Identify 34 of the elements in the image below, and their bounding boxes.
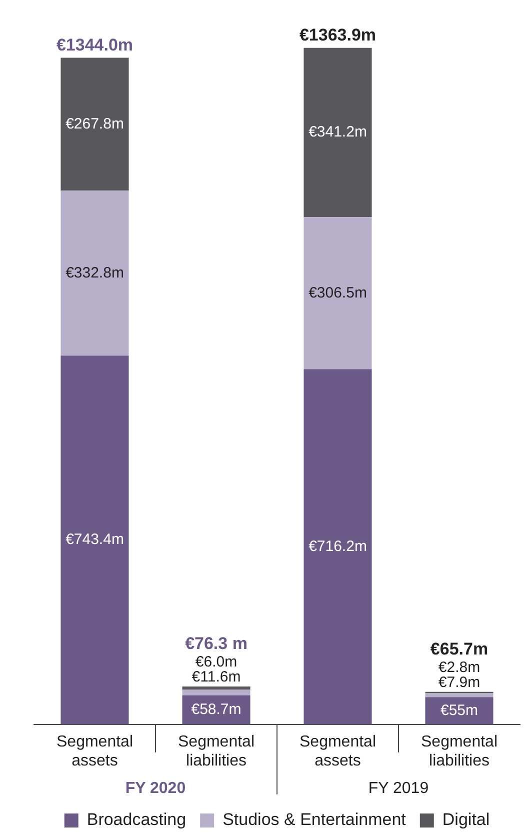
bar: [425, 693, 494, 698]
bar: [60, 190, 129, 356]
bar: [60, 356, 129, 724]
data-label: €6.0m: [195, 654, 238, 671]
legend-label: Studios & Entertainment: [222, 810, 406, 830]
text: FY 2019: [368, 780, 429, 797]
data-label: €7.9m: [438, 674, 480, 691]
data-label: €332.8m: [66, 264, 124, 282]
total-label: €65.7m: [430, 640, 488, 658]
data-label: €2.8m: [438, 658, 480, 676]
text: FY 2020: [125, 780, 186, 797]
bar: [304, 369, 372, 724]
data-label: €341.2m: [308, 124, 367, 141]
x-tick-label: Segmental liabilities: [421, 733, 498, 770]
data-label: €743.4m: [66, 531, 124, 548]
legend-label: Digital: [442, 810, 490, 830]
data-label: €716.2m: [308, 538, 367, 555]
data-label: €55m: [440, 702, 478, 719]
data-label: €267.8m: [66, 115, 124, 132]
total-label: €76.3 m: [185, 634, 248, 654]
data-label: €58.7m: [191, 700, 242, 718]
data-label: €11.6m: [192, 668, 241, 686]
bar: [304, 48, 372, 218]
x-tick-label: Segmental assets: [56, 733, 133, 770]
bar: [182, 690, 250, 696]
bar: [304, 217, 372, 370]
x-tick-label: Segmental assets: [300, 733, 376, 770]
x-tick-label: Segmental liabilities: [178, 733, 254, 770]
bar: [60, 58, 129, 191]
bar: [182, 686, 250, 690]
total-label: €1344.0m: [56, 35, 134, 54]
total-label: €1363.9m: [299, 26, 376, 45]
data-label: €306.5m: [308, 284, 367, 302]
legend-label: Broadcasting: [86, 810, 186, 830]
